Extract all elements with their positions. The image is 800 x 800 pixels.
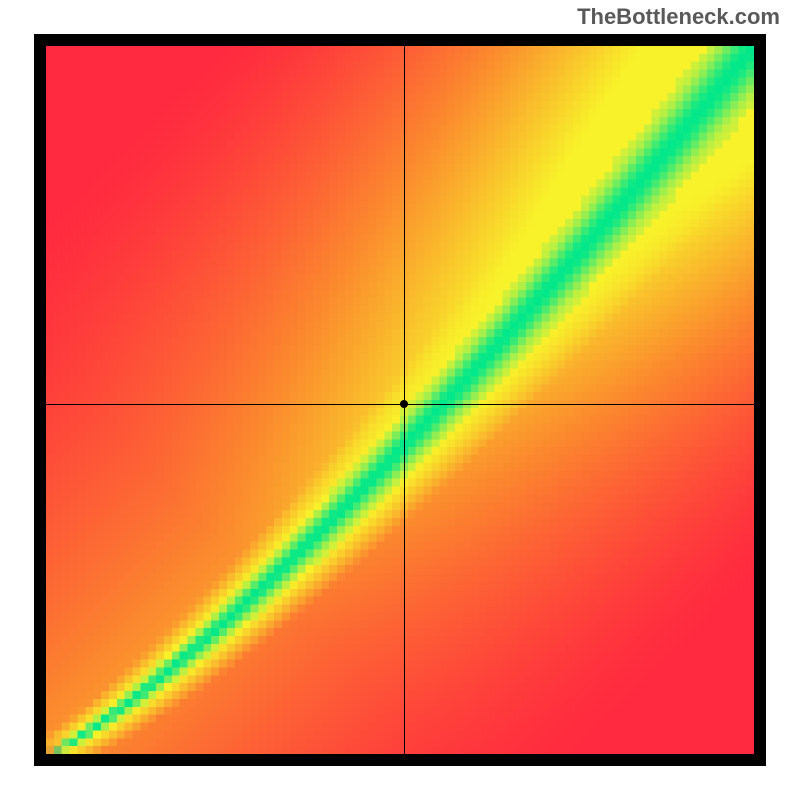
plot-border [34,34,766,766]
heatmap-canvas [46,46,754,754]
marker-dot [400,400,408,408]
watermark: TheBottleneck.com [577,4,780,30]
plot-area [46,46,754,754]
